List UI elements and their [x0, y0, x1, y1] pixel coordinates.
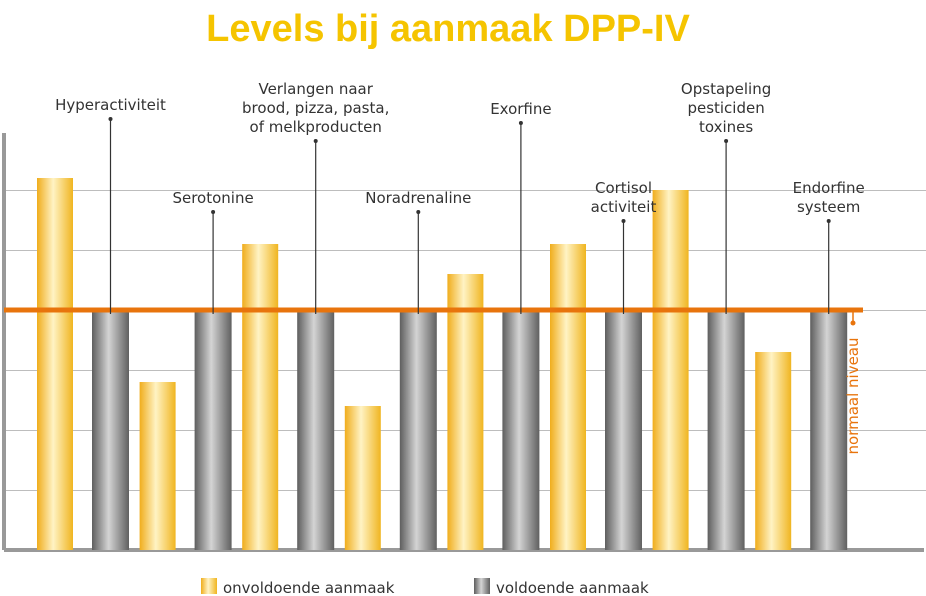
- category-label-line: Endorfine: [793, 179, 865, 197]
- bar-voldoende-7: [810, 310, 848, 550]
- leader-dot-0: [108, 117, 113, 121]
- leader-dot-5: [621, 219, 626, 223]
- category-label-0: Hyperactiviteit: [55, 96, 166, 114]
- category-label-line: Serotonine: [172, 189, 253, 207]
- bar-voldoende-1: [194, 310, 232, 550]
- bar-onvoldoende-2: [242, 244, 279, 550]
- category-label-line: activiteit: [591, 198, 657, 216]
- bar-voldoende-2: [297, 310, 335, 550]
- bar-voldoende-4: [502, 310, 540, 550]
- category-label-line: pesticiden: [687, 99, 764, 117]
- category-label-2: Verlangen naar brood, pizza, pasta, of mel…: [242, 80, 389, 136]
- legend-swatch-voldoende: [474, 578, 490, 594]
- reference-label: normaal niveau: [844, 338, 862, 455]
- chart-title: Levels bij aanmaak DPP-IV: [206, 8, 690, 50]
- leader-dot-4: [518, 121, 523, 125]
- bar-onvoldoende-3: [344, 406, 381, 550]
- bar-onvoldoende-6: [652, 190, 689, 550]
- category-label-line: Verlangen naar: [258, 80, 373, 98]
- label-leader-lines: [108, 117, 831, 314]
- bars: [37, 178, 848, 550]
- bar-onvoldoende-4: [447, 274, 484, 550]
- bar-onvoldoende-5: [550, 244, 586, 550]
- category-label-line: of melkproducten: [250, 118, 382, 136]
- category-label-5: Cortisol activiteit: [591, 179, 657, 216]
- category-label-line: systeem: [797, 198, 860, 216]
- category-label-6: Opstapeling pesticiden toxines: [681, 80, 771, 136]
- bar-onvoldoende-1: [139, 382, 176, 550]
- category-label-4: Exorfine: [490, 100, 551, 118]
- leader-dot-7: [826, 219, 831, 223]
- category-label-line: toxines: [699, 118, 753, 136]
- reference-dot: [850, 320, 856, 326]
- legend-label-voldoende: voldoende aanmaak: [496, 579, 649, 596]
- category-label-7: Endorfine systeem: [793, 179, 865, 216]
- category-label-1: Serotonine: [172, 189, 253, 207]
- reference-line: normaal niveau: [4, 307, 863, 455]
- bar-onvoldoende-0: [37, 178, 73, 550]
- leader-dot-2: [313, 139, 318, 143]
- category-labels: Hyperactiviteit Serotonine Verlangen naar b…: [55, 80, 865, 216]
- bar-voldoende-0: [92, 310, 129, 550]
- leader-dot-3: [416, 210, 421, 214]
- leader-dot-6: [724, 139, 729, 143]
- category-label-line: Hyperactiviteit: [55, 96, 166, 114]
- bar-voldoende-3: [399, 310, 437, 550]
- category-label-3: Noradrenaline: [365, 189, 471, 207]
- category-label-line: Opstapeling: [681, 80, 771, 98]
- category-label-line: Exorfine: [490, 100, 551, 118]
- category-label-line: brood, pizza, pasta,: [242, 99, 389, 117]
- legend-label-onvoldoende: onvoldoende aanmaak: [223, 579, 395, 596]
- category-label-line: Noradrenaline: [365, 189, 471, 207]
- bar-voldoende-5: [605, 310, 642, 550]
- bar-voldoende-6: [707, 310, 745, 550]
- bar-onvoldoende-7: [755, 352, 792, 550]
- category-label-line: Cortisol: [595, 179, 652, 197]
- legend-swatch-onvoldoende: [201, 578, 217, 594]
- legend: onvoldoende aanmaak voldoende aanmaak: [201, 578, 649, 596]
- leader-dot-1: [211, 210, 216, 214]
